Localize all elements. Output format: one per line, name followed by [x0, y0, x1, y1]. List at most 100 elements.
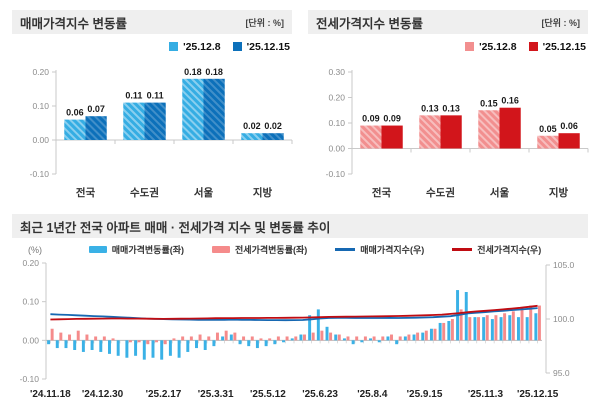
bar-value-label: 0.06	[66, 108, 84, 118]
bar	[160, 340, 164, 360]
bar	[290, 338, 294, 341]
bar	[221, 336, 225, 341]
legend-item: 매매가격지수(우)	[335, 243, 424, 256]
bar	[262, 133, 284, 140]
bar	[273, 340, 277, 345]
bar-value-label: 0.05	[539, 124, 557, 134]
legend-item: 전세가격변동률(좌)	[212, 243, 307, 256]
bar	[229, 334, 233, 341]
legend-swatch	[465, 42, 475, 51]
bar	[189, 336, 193, 341]
bar	[134, 340, 138, 356]
category-label: 서울	[194, 186, 214, 199]
x-tick-label: '25.11.3	[468, 389, 504, 400]
bar	[381, 336, 385, 341]
bar	[369, 338, 373, 341]
bar	[485, 315, 489, 341]
bar	[447, 321, 451, 341]
bar	[111, 338, 115, 341]
y-tick-label: -0.10	[30, 169, 50, 179]
y-tick-label: 0.20	[32, 67, 49, 77]
bar	[433, 328, 437, 341]
category-label: 전국	[76, 186, 96, 199]
bar	[155, 340, 159, 343]
bar-value-label: 0.02	[243, 121, 261, 131]
bar	[537, 305, 541, 341]
bar	[163, 340, 167, 345]
bar	[316, 309, 320, 341]
bar	[85, 334, 89, 341]
jeonse-chart-legend: '25.12.8 '25.12.15	[308, 37, 586, 56]
sale-change-panel: 매매가격지수 변동률 [단위 : %] '25.12.8 '25.12.15 0.…	[12, 10, 293, 206]
bar	[203, 340, 207, 350]
bar	[377, 340, 381, 343]
trend-chart-legend: 매매가격변동률(좌) 전세가격변동률(좌) 매매가격지수(우) 전세가격지수(우)	[88, 243, 541, 256]
bar-value-label: 0.09	[362, 114, 380, 124]
bar	[177, 340, 181, 358]
bar	[516, 317, 520, 341]
x-tick-label: '25.2.17	[146, 389, 182, 400]
bar	[398, 336, 402, 341]
trend-panel-header: 최근 1년간 전국 아파트 매매 · 전세가격 지수 및 변동률 추이	[12, 214, 588, 238]
bar	[334, 334, 338, 341]
jeonse-unit-label: [단위 : %]	[541, 17, 580, 28]
jeonse-change-panel: 전세가격지수 변동률 [단위 : %] '25.12.8 '25.12.15 0.…	[308, 10, 589, 206]
bar	[558, 133, 580, 149]
bar	[477, 317, 480, 341]
bar	[137, 340, 141, 343]
legend-item: 전세가격지수(우)	[452, 243, 541, 256]
legend-label: 매매가격지수(우)	[360, 245, 425, 255]
bar	[520, 309, 524, 341]
bar	[102, 336, 106, 341]
x-tick-label: '25.5.12	[250, 389, 286, 400]
bar-value-label: 0.09	[383, 114, 401, 124]
bar	[247, 340, 251, 347]
bar	[459, 309, 463, 341]
bar	[268, 338, 272, 341]
right-y-tick-label: 100.0	[553, 314, 575, 324]
bar	[241, 133, 263, 140]
y-tick-label: 0.10	[328, 118, 345, 128]
left-y-tick-label: 0.20	[22, 258, 39, 268]
bar	[195, 340, 198, 349]
bar	[494, 315, 498, 341]
legend-item: '25.12.15	[232, 41, 290, 53]
legend-swatch	[88, 246, 107, 253]
top-charts-row: 매매가격지수 변동률 [단위 : %] '25.12.8 '25.12.15 0.…	[0, 0, 600, 206]
category-label: 지방	[253, 186, 273, 199]
left-y-tick-label: 0.10	[22, 297, 39, 307]
bar	[529, 305, 533, 341]
y-tick-label: -0.10	[326, 169, 346, 179]
bar	[90, 340, 94, 350]
bar	[468, 317, 472, 341]
bar	[442, 322, 446, 341]
bar	[123, 102, 145, 140]
bar	[233, 332, 237, 341]
legend-swatch	[452, 248, 473, 251]
sale-bar-chart: 0.20 0.10 0.00 -0.10 0.06 0.07 전국 0.11 0.11 수도권 0.…	[30, 67, 293, 199]
category-label: 서울	[490, 186, 510, 199]
legend-item: '25.12.8	[465, 41, 517, 53]
bar	[534, 313, 538, 341]
legend-label: '25.12.8	[183, 40, 221, 53]
bar	[50, 328, 54, 341]
bar	[351, 340, 355, 345]
right-y-tick-label: 105.0	[553, 260, 575, 270]
legend-item: '25.12.8	[169, 41, 221, 53]
right-y-tick-label: 95.0	[553, 368, 570, 378]
bar	[181, 336, 185, 341]
bar	[94, 336, 98, 341]
bar	[395, 340, 399, 345]
bar	[64, 340, 68, 349]
legend-label: 매매가격변동률(좌)	[111, 245, 185, 255]
bar	[421, 332, 425, 341]
bar	[308, 315, 312, 341]
bar	[386, 336, 390, 341]
bar	[125, 340, 129, 358]
bar-value-label: 0.11	[147, 91, 164, 101]
bar	[142, 340, 146, 360]
category-label: 지방	[549, 186, 569, 199]
bar	[299, 334, 303, 341]
bar	[412, 334, 416, 341]
legend-swatch	[335, 248, 356, 251]
